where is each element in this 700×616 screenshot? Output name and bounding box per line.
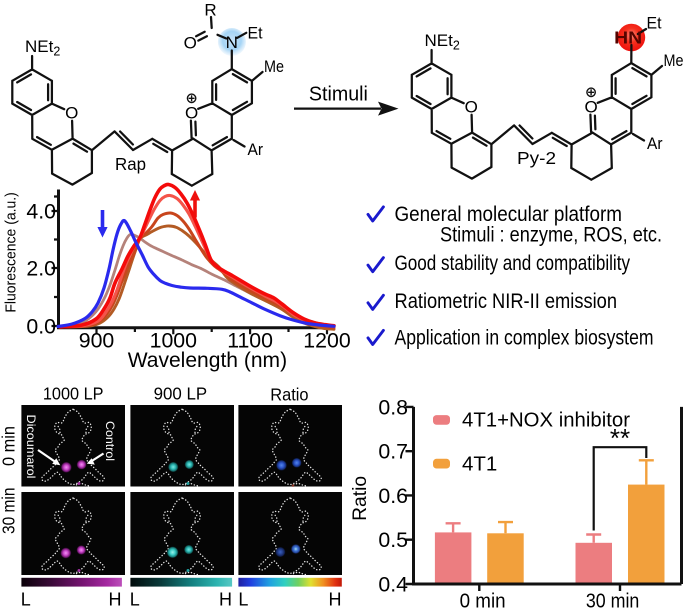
svg-text:Et: Et <box>248 24 263 43</box>
svg-text:N: N <box>226 33 238 52</box>
svg-text:2.0: 2.0 <box>26 256 56 280</box>
svg-text:Et: Et <box>647 14 662 33</box>
svg-text:Control: Control <box>103 421 117 461</box>
svg-text:Wavelength (nm): Wavelength (nm) <box>128 348 287 372</box>
svg-text:Ratiometric NIR-II emission: Ratiometric NIR-II emission <box>395 290 618 313</box>
svg-text:Stimuli: Stimuli <box>309 84 368 106</box>
svg-text:1000 LP: 1000 LP <box>43 383 104 403</box>
svg-text:HN: HN <box>614 28 642 48</box>
svg-text:Good stability and compatibili: Good stability and compatibility <box>395 252 631 275</box>
svg-text:0 min: 0 min <box>0 426 19 466</box>
svg-text:4T1: 4T1 <box>462 452 497 475</box>
svg-text:R: R <box>204 1 216 20</box>
svg-text:0 min: 0 min <box>460 591 506 613</box>
svg-text:General molecular platform: General molecular platform <box>395 203 623 226</box>
svg-text:O: O <box>184 34 197 53</box>
svg-text:0.0: 0.0 <box>26 314 56 338</box>
svg-text:900 LP: 900 LP <box>154 383 208 403</box>
svg-text:L: L <box>130 589 140 609</box>
svg-text:Fluorescence (a.u.): Fluorescence (a.u.) <box>3 192 20 313</box>
svg-text:0.7: 0.7 <box>378 440 408 464</box>
svg-text:30 min: 30 min <box>586 591 640 613</box>
svg-text:Stimuli : enzyme, ROS, etc.: Stimuli : enzyme, ROS, etc. <box>440 224 662 247</box>
svg-text:Dicoumarol: Dicoumarol <box>24 415 38 479</box>
svg-text:1200: 1200 <box>303 329 351 353</box>
svg-text:0.4: 0.4 <box>378 572 408 596</box>
svg-text:0.5: 0.5 <box>378 528 408 552</box>
svg-text:1100: 1100 <box>227 329 273 353</box>
svg-text:**: ** <box>610 423 630 453</box>
svg-text:30 min: 30 min <box>0 488 19 535</box>
svg-text:Py-2: Py-2 <box>517 148 556 168</box>
svg-text:900: 900 <box>79 329 115 353</box>
svg-text:4T1+NOX inhibitor: 4T1+NOX inhibitor <box>462 409 630 432</box>
svg-text:H: H <box>219 589 232 609</box>
svg-text:Application in complex biosyst: Application in complex biosystem <box>395 327 654 350</box>
svg-text:4.0: 4.0 <box>26 199 56 223</box>
svg-text:0.8: 0.8 <box>378 395 408 419</box>
svg-text:0.6: 0.6 <box>378 484 408 508</box>
svg-text:1000: 1000 <box>150 329 198 353</box>
svg-text:Rap: Rap <box>115 154 146 174</box>
svg-text:Ratio: Ratio <box>270 385 308 405</box>
svg-text:H: H <box>329 589 342 609</box>
svg-text:Ratio: Ratio <box>350 476 371 521</box>
svg-text:L: L <box>21 589 31 609</box>
svg-text:H: H <box>109 589 122 609</box>
svg-text:L: L <box>238 589 248 609</box>
